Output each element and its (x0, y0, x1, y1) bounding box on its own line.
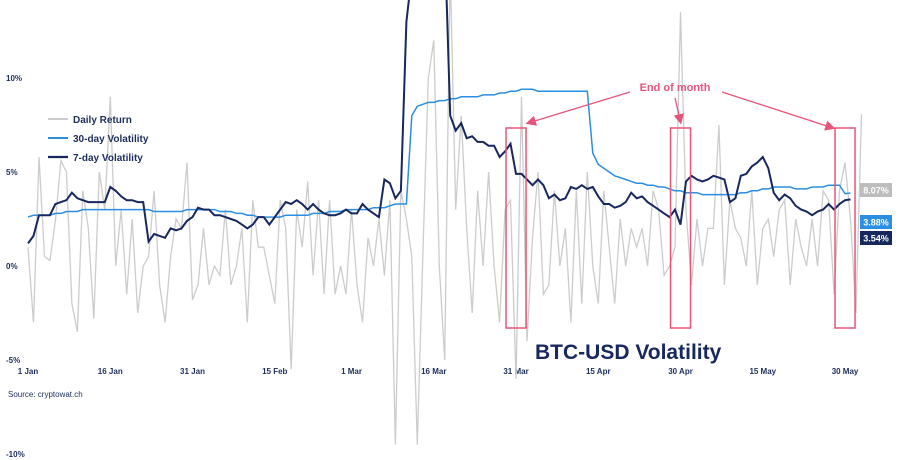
y-tick-label: -10% (6, 450, 25, 459)
y-tick-label: 10% (6, 74, 22, 83)
annotation-arrow (721, 91, 836, 131)
end-value-badges: 8.07% 3.88% 3.54% (860, 183, 892, 245)
x-tick-label: 30 Apr (668, 367, 693, 376)
end-of-month-boxes (505, 127, 856, 329)
annotation-arrow (525, 91, 631, 126)
x-tick-label: 1 Mar (341, 367, 362, 376)
y-tick-label: 0% (6, 262, 18, 271)
end-of-month-box (834, 127, 856, 329)
badge-daily-return-text: 8.07% (863, 186, 889, 196)
chart-title: BTC-USD Volatility (535, 341, 722, 364)
y-tick-label: -5% (6, 356, 20, 365)
x-tick-label: 31 Jan (180, 367, 205, 376)
source-note: Source: cryptowat.ch (8, 390, 83, 399)
x-tick-label: 30 May (832, 367, 859, 376)
badge-7-day-volatility-text: 3.54% (863, 234, 889, 244)
x-tick-label: 15 May (749, 367, 776, 376)
y-tick-label: 5% (6, 168, 18, 177)
badge-7-day-volatility (860, 231, 892, 245)
x-tick-label: 15 Apr (586, 367, 611, 376)
x-tick-label: 16 Mar (421, 367, 446, 376)
legend: Daily Return 30-day Volatility 7-day Vol… (48, 115, 149, 164)
series-7-day-volatility-line (27, 0, 851, 245)
badge-30-day-volatility (860, 215, 892, 229)
x-tick-label: 15 Feb (262, 367, 287, 376)
end-of-month-box (505, 127, 527, 329)
badge-30-day-volatility-text: 3.88% (863, 218, 889, 228)
end-of-month-box (669, 127, 692, 329)
y-axis-ticks: 15%10%5%0%-5%-10% (6, 74, 25, 459)
legend-label-30-day-volatility: 30-day Volatility (73, 134, 149, 145)
annotation-end-of-month: End of month (640, 82, 711, 94)
annotation-arrow (673, 97, 684, 125)
x-tick-label: 1 Jan (18, 367, 39, 376)
series-daily-return-line (27, 0, 863, 445)
legend-label-7-day-volatility: 7-day Volatility (73, 153, 143, 164)
x-tick-label: 16 Jan (98, 367, 123, 376)
series-30-day-volatility-line (27, 88, 851, 218)
legend-label-daily-return: Daily Return (73, 115, 132, 126)
x-axis-ticks: 1 Jan 16 Jan 31 Jan 15 Feb 1 Mar 16 Mar 31 Mar… (18, 367, 859, 376)
annotation-arrows (525, 91, 836, 131)
badge-daily-return (860, 183, 892, 197)
